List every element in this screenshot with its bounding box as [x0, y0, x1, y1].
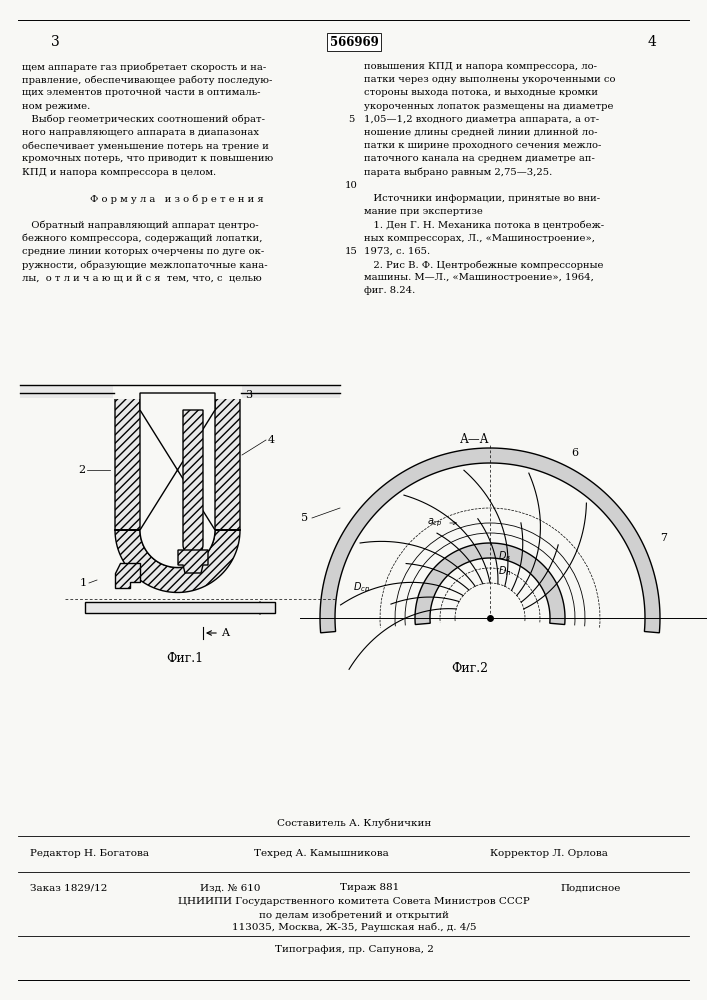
- Text: Типография, пр. Сапунова, 2: Типография, пр. Сапунова, 2: [274, 944, 433, 954]
- Text: обеспечивает уменьшение потерь на трение и: обеспечивает уменьшение потерь на трение…: [22, 141, 269, 151]
- Polygon shape: [183, 410, 203, 555]
- Text: A: A: [221, 628, 229, 638]
- Text: 15: 15: [344, 247, 358, 256]
- Polygon shape: [113, 383, 242, 399]
- Text: ЦНИИПИ Государственного комитета Совета Министров СССР: ЦНИИПИ Государственного комитета Совета …: [178, 898, 530, 906]
- Text: Техред А. Камышникова: Техред А. Камышникова: [254, 850, 389, 858]
- Polygon shape: [115, 393, 240, 592]
- Text: 2: 2: [78, 465, 85, 475]
- Text: ных компрессорах, Л., «Машиностроение»,: ных компрессорах, Л., «Машиностроение»,: [364, 234, 595, 243]
- Text: Обратный направляющий аппарат центро-: Обратный направляющий аппарат центро-: [22, 220, 259, 230]
- Text: Тираж 881: Тираж 881: [340, 884, 399, 892]
- Text: 113035, Москва, Ж-35, Раушская наб., д. 4/5: 113035, Москва, Ж-35, Раушская наб., д. …: [232, 922, 477, 932]
- Text: повышения КПД и напора компрессора, ло-: повышения КПД и напора компрессора, ло-: [364, 62, 597, 71]
- Polygon shape: [115, 563, 140, 588]
- Text: 1. Ден Г. Н. Механика потока в центробеж-: 1. Ден Г. Н. Механика потока в центробеж…: [364, 220, 604, 230]
- Text: 5: 5: [301, 513, 308, 523]
- Text: Фиг.2: Фиг.2: [452, 662, 489, 674]
- Text: А—А: А—А: [460, 433, 490, 446]
- Text: паточного канала на среднем диаметре ап-: паточного канала на среднем диаметре ап-: [364, 154, 595, 163]
- Text: Фиг.1: Фиг.1: [166, 652, 204, 664]
- Text: лы,  о т л и ч а ю щ и й с я  тем, что, с  целью: лы, о т л и ч а ю щ и й с я тем, что, с …: [22, 273, 262, 282]
- Text: $D_{ср}$: $D_{ср}$: [353, 581, 370, 595]
- Polygon shape: [20, 385, 340, 398]
- Text: правление, обеспечивающее работу последую-: правление, обеспечивающее работу последу…: [22, 75, 272, 85]
- Text: стороны выхода потока, и выходные кромки: стороны выхода потока, и выходные кромки: [364, 88, 598, 97]
- Text: ном режиме.: ном режиме.: [22, 102, 90, 111]
- Text: 1973, с. 165.: 1973, с. 165.: [364, 247, 430, 256]
- Text: ружности, образующие межлопаточные кана-: ружности, образующие межлопаточные кана-: [22, 260, 268, 269]
- Text: $D_в$: $D_в$: [498, 549, 511, 563]
- Text: Изд. № 610: Изд. № 610: [200, 884, 260, 892]
- Text: патки к ширине проходного сечения межло-: патки к ширине проходного сечения межло-: [364, 141, 602, 150]
- Text: по делам изобретений и открытий: по делам изобретений и открытий: [259, 910, 449, 920]
- Text: машины. М—Л., «Машиностроение», 1964,: машины. М—Л., «Машиностроение», 1964,: [364, 273, 594, 282]
- Text: укороченных лопаток размещены на диаметре: укороченных лопаток размещены на диаметр…: [364, 102, 614, 111]
- Text: Составитель А. Клубничкин: Составитель А. Клубничкин: [277, 818, 431, 828]
- Text: 566969: 566969: [329, 35, 378, 48]
- Text: 10: 10: [344, 181, 358, 190]
- Text: 4: 4: [268, 435, 275, 445]
- Text: ного направляющего аппарата в диапазонах: ного направляющего аппарата в диапазонах: [22, 128, 259, 137]
- Text: Корректор Л. Орлова: Корректор Л. Орлова: [490, 850, 608, 858]
- Text: мание при экспертизе: мание при экспертизе: [364, 207, 483, 216]
- Text: 4: 4: [648, 35, 656, 49]
- Text: 5: 5: [348, 115, 354, 124]
- Polygon shape: [178, 550, 208, 573]
- Text: фиг. 8.24.: фиг. 8.24.: [364, 286, 415, 295]
- Text: Источники информации, принятые во вни-: Источники информации, принятые во вни-: [364, 194, 600, 203]
- Text: Редактор Н. Богатова: Редактор Н. Богатова: [30, 850, 149, 858]
- Polygon shape: [85, 602, 275, 613]
- Text: 3: 3: [245, 390, 252, 400]
- Text: 6: 6: [571, 448, 578, 458]
- Text: Выбор геометрических соотношений обрат-: Выбор геометрических соотношений обрат-: [22, 115, 265, 124]
- Text: 2. Рис В. Ф. Центробежные компрессорные: 2. Рис В. Ф. Центробежные компрессорные: [364, 260, 604, 269]
- Text: патки через одну выполнены укороченными со: патки через одну выполнены укороченными …: [364, 75, 616, 84]
- Polygon shape: [415, 543, 565, 625]
- Text: бежного компрессора, содержащий лопатки,: бежного компрессора, содержащий лопатки,: [22, 234, 262, 243]
- Text: Подписное: Подписное: [560, 884, 620, 892]
- Text: ношение длины средней линии длинной ло-: ношение длины средней линии длинной ло-: [364, 128, 597, 137]
- Text: щем аппарате газ приобретает скорость и на-: щем аппарате газ приобретает скорость и …: [22, 62, 267, 72]
- Text: 7: 7: [660, 533, 667, 543]
- Text: 1,05—1,2 входного диаметра аппарата, а от-: 1,05—1,2 входного диаметра аппарата, а о…: [364, 115, 599, 124]
- Text: Заказ 1829/12: Заказ 1829/12: [30, 884, 107, 892]
- Text: 1: 1: [80, 578, 87, 588]
- Text: средние линии которых очерчены по дуге ок-: средние линии которых очерчены по дуге о…: [22, 247, 264, 256]
- Text: 3: 3: [51, 35, 59, 49]
- Text: $D_{\it{в}}$: $D_{\it{в}}$: [264, 601, 277, 615]
- Text: кромочных потерь, что приводит к повышению: кромочных потерь, что приводит к повышен…: [22, 154, 273, 163]
- Text: КПД и напора компрессора в целом.: КПД и напора компрессора в целом.: [22, 168, 216, 177]
- Text: $a_{ср}$: $a_{ср}$: [427, 517, 443, 529]
- Text: Ф о р м у л а   и з о б р е т е н и я: Ф о р м у л а и з о б р е т е н и я: [90, 194, 264, 204]
- Text: $D_п$: $D_п$: [498, 564, 512, 578]
- Polygon shape: [140, 393, 215, 567]
- Polygon shape: [320, 448, 660, 633]
- Text: парата выбрано равным 2,75—3,25.: парата выбрано равным 2,75—3,25.: [364, 168, 552, 177]
- Text: щих элементов проточной части в оптималь-: щих элементов проточной части в оптималь…: [22, 88, 260, 97]
